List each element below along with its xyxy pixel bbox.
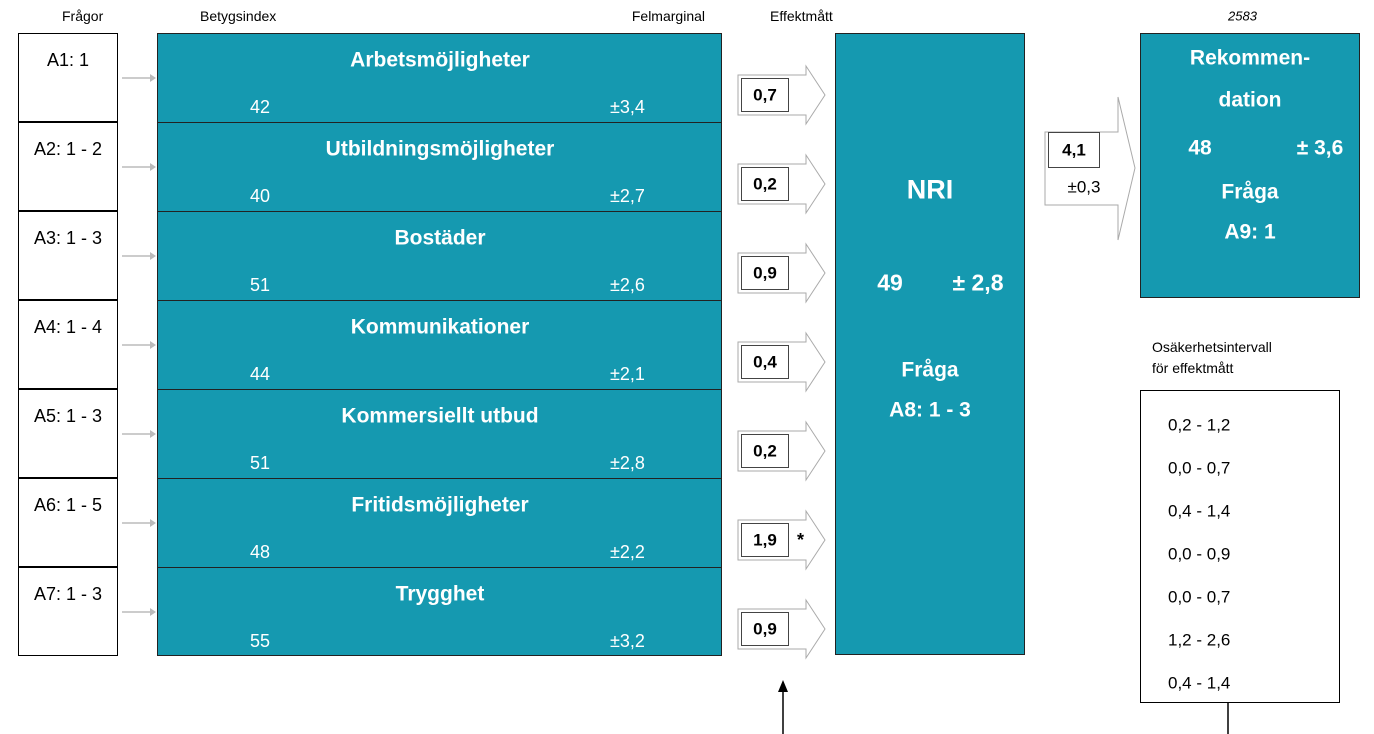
nri-title: NRI xyxy=(906,174,954,205)
recommendation-title: dation xyxy=(1218,88,1282,112)
effect-label-box xyxy=(741,523,789,557)
question: A5: 1 - 3 xyxy=(33,406,103,426)
index-name: Arbetsmöjligheter xyxy=(350,48,530,72)
index-value: 48 xyxy=(250,542,271,562)
question-box xyxy=(18,389,118,478)
index-box xyxy=(157,389,722,478)
interval: 1,2 - 2,6 xyxy=(1168,630,1231,650)
index-margin: ±2,2 xyxy=(610,542,645,562)
header: Felmarginal xyxy=(631,8,705,24)
effect-label-box xyxy=(741,612,789,646)
interval: 0,0 - 0,7 xyxy=(1168,587,1231,607)
nri-box xyxy=(835,33,1025,655)
question-box xyxy=(18,33,118,122)
index-box xyxy=(157,122,722,211)
index-margin: ±2,7 xyxy=(610,186,645,206)
small-arrow-head xyxy=(150,74,156,82)
question: A3: 1 - 3 xyxy=(33,228,103,248)
effect-value: 0,4 xyxy=(753,352,777,372)
intervals-title: för effektmått xyxy=(1152,360,1234,376)
recommendation-value: 48 xyxy=(1188,136,1212,160)
index-name: Fritidsmöjligheter xyxy=(351,493,529,517)
index-margin: ±3,2 xyxy=(610,631,645,651)
interval: 0,0 - 0,7 xyxy=(1168,458,1231,478)
index-value: 51 xyxy=(250,275,271,295)
index-margin: ±3,4 xyxy=(610,97,645,117)
effect-label-box xyxy=(741,167,789,201)
index-box xyxy=(157,478,722,567)
index-margin: ±2,1 xyxy=(610,364,645,384)
index-box xyxy=(157,300,722,389)
header: Effektmått xyxy=(770,8,833,24)
index-value: 40 xyxy=(250,186,271,206)
index-box xyxy=(157,567,722,656)
small-arrow-head xyxy=(150,519,156,527)
index-box xyxy=(157,211,722,300)
effect-value: 0,7 xyxy=(753,85,777,105)
nri-question: A8: 1 - 3 xyxy=(889,398,971,422)
question-box xyxy=(18,567,118,656)
question: A7: 1 - 3 xyxy=(33,584,103,604)
index-name: Kommersiellt utbud xyxy=(341,404,539,428)
index-value: 44 xyxy=(250,364,271,384)
header: 2583 xyxy=(1228,8,1257,24)
nri-effect-box xyxy=(1048,132,1100,168)
effect-value: 1,9 xyxy=(753,530,777,550)
nri-question-label: Fråga xyxy=(901,358,959,382)
question-box xyxy=(18,122,118,211)
recommendation-margin: ± 3,6 xyxy=(1296,136,1344,160)
index-value: 42 xyxy=(250,97,271,117)
index-value: 51 xyxy=(250,453,271,473)
small-arrow-head xyxy=(150,430,156,438)
recommendation-question-label: Fråga xyxy=(1221,180,1279,204)
effect-value: 0,9 xyxy=(753,263,777,283)
up-arrow-head xyxy=(778,680,788,692)
header: Betygsindex xyxy=(200,8,277,24)
header: Frågor xyxy=(62,8,104,24)
interval: 0,4 - 1,4 xyxy=(1168,673,1231,693)
question-box xyxy=(18,211,118,300)
effect-label-box xyxy=(741,78,789,112)
small-arrow-head xyxy=(150,252,156,260)
question: A4: 1 - 4 xyxy=(33,317,103,337)
index-margin: ±2,8 xyxy=(610,453,645,473)
index-name: Bostäder xyxy=(394,226,486,250)
effect-value: 0,2 xyxy=(753,441,777,461)
question: A6: 1 - 5 xyxy=(33,495,103,515)
index-margin: ±2,6 xyxy=(610,275,645,295)
effect-label-box xyxy=(741,345,789,379)
small-arrow-head xyxy=(150,163,156,171)
nri-margin: ± 2,8 xyxy=(952,269,1004,296)
index-value: 55 xyxy=(250,631,271,651)
nri-effect-margin: ±0,3 xyxy=(1067,177,1101,197)
interval: 0,2 - 1,2 xyxy=(1168,415,1231,435)
effect-note: * xyxy=(797,530,805,550)
index-box xyxy=(157,33,722,122)
effect-label-box xyxy=(741,434,789,468)
recommendation-question: A9: 1 xyxy=(1224,220,1276,244)
question-box xyxy=(18,478,118,567)
question-box xyxy=(18,300,118,389)
nri-value: 49 xyxy=(877,269,903,296)
interval: 0,4 - 1,4 xyxy=(1168,501,1231,521)
nri-arrow xyxy=(1044,96,1136,241)
small-arrow-head xyxy=(150,341,156,349)
question: A2: 1 - 2 xyxy=(33,139,103,159)
question: A1: 1 xyxy=(46,50,90,70)
intervals-title: Osäkerhetsintervall xyxy=(1152,339,1272,355)
intervals-box xyxy=(1140,390,1340,703)
index-name: Trygghet xyxy=(395,582,485,606)
nri-effect-value: 4,1 xyxy=(1062,140,1086,160)
index-name: Utbildningsmöjligheter xyxy=(325,137,555,161)
recommendation-title: Rekommen- xyxy=(1189,46,1311,70)
effect-label-box xyxy=(741,256,789,290)
effect-value: 0,2 xyxy=(753,174,777,194)
recommendation-box xyxy=(1140,33,1360,298)
index-name: Kommunikationer xyxy=(350,315,530,339)
effect-value: 0,9 xyxy=(753,619,777,639)
interval: 0,0 - 0,9 xyxy=(1168,544,1231,564)
small-arrow-head xyxy=(150,608,156,616)
